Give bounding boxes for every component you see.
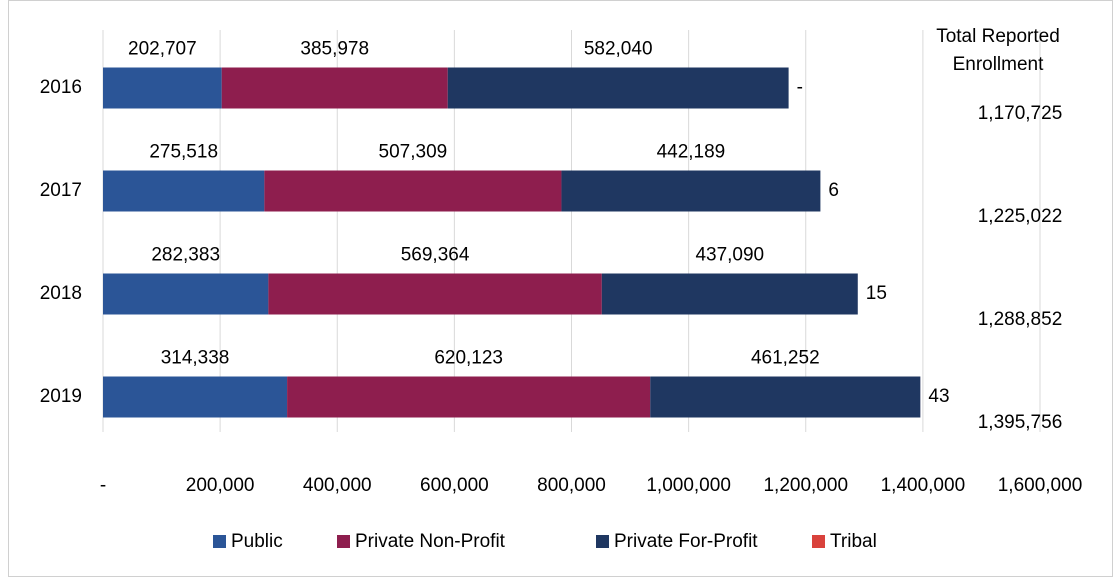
x-tick-label: - <box>100 475 106 496</box>
bar-segment <box>561 170 821 212</box>
totals-header-line: Total Reported <box>936 26 1060 47</box>
bar-segment <box>287 376 651 418</box>
legend-swatch <box>596 535 609 548</box>
x-tick-label: 1,000,000 <box>646 475 731 496</box>
legend-label: Public <box>231 531 283 552</box>
x-tick-label: 1,200,000 <box>763 475 848 496</box>
data-label: 314,338 <box>161 348 230 369</box>
data-label: 461,252 <box>751 348 820 369</box>
data-label: 442,189 <box>657 142 726 163</box>
bar-segment <box>103 170 265 212</box>
bar-segment <box>103 67 222 109</box>
bar-segment <box>103 273 269 315</box>
bar-segment <box>103 376 288 418</box>
legend-swatch <box>812 535 825 548</box>
data-label: 275,518 <box>149 142 218 163</box>
data-label: 620,123 <box>434 348 503 369</box>
totals-header-line: Enrollment <box>953 54 1045 75</box>
y-tick-label: 2017 <box>40 180 82 201</box>
x-tick-label: 400,000 <box>303 475 372 496</box>
y-tick-label: 2016 <box>40 77 82 98</box>
data-label: 437,090 <box>695 245 764 266</box>
legend-swatch <box>337 535 350 548</box>
bar-segment <box>221 67 448 109</box>
data-label: 202,707 <box>128 39 197 60</box>
y-tick-label: 2018 <box>40 283 82 304</box>
bar-segment <box>447 67 789 109</box>
data-label: 507,309 <box>379 142 448 163</box>
x-tick-label: 200,000 <box>186 475 255 496</box>
bar-segment <box>650 376 921 418</box>
totals-header: Total Reported Enrollment <box>936 26 1060 75</box>
data-label: - <box>797 77 803 98</box>
legend-label: Private Non-Profit <box>355 531 506 552</box>
x-tick-label: 600,000 <box>420 475 489 496</box>
data-label: 582,040 <box>584 39 653 60</box>
total-label: 1,395,756 <box>978 412 1063 433</box>
data-label: 569,364 <box>401 245 470 266</box>
data-label: 282,383 <box>151 245 220 266</box>
data-label: 15 <box>866 283 887 304</box>
x-tick-label: 1,400,000 <box>881 475 966 496</box>
legend-label: Private For-Profit <box>614 531 758 552</box>
data-label: 43 <box>928 386 949 407</box>
y-tick-label: 2019 <box>40 386 82 407</box>
total-label: 1,288,852 <box>978 309 1063 330</box>
chart-frame <box>8 0 1113 577</box>
data-label: 6 <box>828 180 839 201</box>
total-label: 1,225,022 <box>978 206 1063 227</box>
bar-segment <box>601 273 858 315</box>
legend-label: Tribal <box>830 531 877 552</box>
x-tick-label: 1,600,000 <box>998 475 1083 496</box>
bar-segment <box>268 273 602 315</box>
bar-segment <box>264 170 562 212</box>
legend-swatch <box>213 535 226 548</box>
total-label: 1,170,725 <box>978 103 1063 124</box>
x-tick-label: 800,000 <box>537 475 606 496</box>
data-label: 385,978 <box>300 39 369 60</box>
